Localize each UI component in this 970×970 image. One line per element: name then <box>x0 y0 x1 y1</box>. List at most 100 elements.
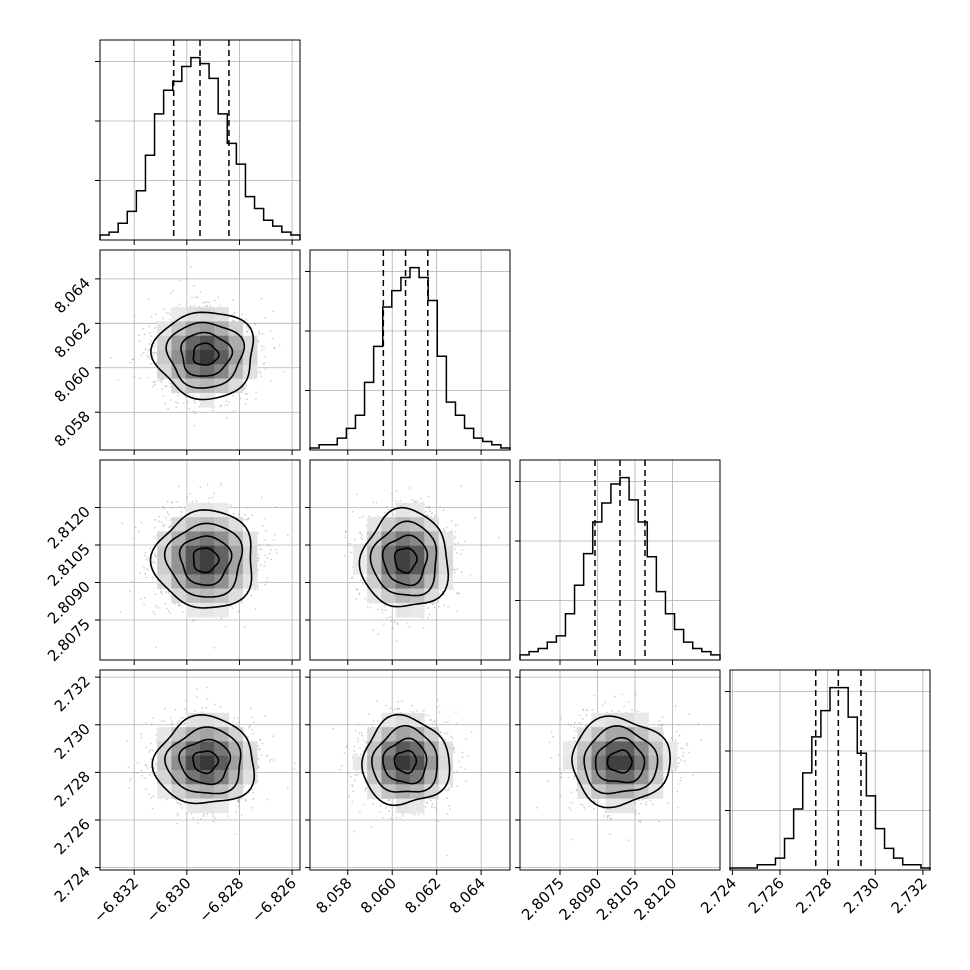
sample-point <box>257 532 259 535</box>
sample-point <box>220 404 223 407</box>
sample-point <box>446 854 449 857</box>
sample-point <box>152 354 155 357</box>
sample-point <box>209 304 212 307</box>
sample-point <box>169 716 172 719</box>
sample-point <box>427 495 430 498</box>
density-cell <box>242 364 258 379</box>
sample-point <box>352 754 355 757</box>
y-tick-label: 8.060 <box>51 363 94 406</box>
sample-point <box>393 619 396 622</box>
sample-point <box>183 722 186 725</box>
sample-point <box>385 704 388 707</box>
sample-point <box>455 711 457 714</box>
sample-point <box>349 551 352 554</box>
sample-point <box>606 816 609 819</box>
sample-point <box>152 795 155 797</box>
sample-point <box>247 736 249 739</box>
sample-point <box>154 313 157 316</box>
density-cell <box>228 364 244 379</box>
sample-point <box>362 739 365 741</box>
density-panel-3-0 <box>95 669 301 875</box>
density-cell <box>214 741 229 757</box>
density-cell <box>242 755 258 771</box>
density-cell <box>438 574 454 589</box>
axes-frame <box>519 459 721 661</box>
sample-point <box>154 593 157 596</box>
sample-point <box>165 798 168 801</box>
sample-point <box>156 379 159 382</box>
sample-point <box>428 507 430 510</box>
sample-point <box>439 506 441 508</box>
density-cell <box>634 712 649 728</box>
density-cell <box>200 574 215 589</box>
sample-point <box>375 501 378 504</box>
sample-point <box>425 714 428 716</box>
sample-point <box>585 708 588 711</box>
sample-point <box>257 757 260 760</box>
sample-point <box>355 774 358 777</box>
sample-point <box>592 807 595 810</box>
density-cell <box>185 727 201 742</box>
density-cell <box>157 755 172 771</box>
sample-point <box>263 583 266 586</box>
sample-point <box>409 487 411 489</box>
sample-point <box>677 782 680 785</box>
sample-point <box>199 486 202 489</box>
sample-point <box>364 597 367 600</box>
sample-point <box>413 500 416 502</box>
sample-point <box>245 393 248 395</box>
sample-point <box>358 517 361 519</box>
sample-point <box>232 512 235 515</box>
sample-point <box>639 821 642 824</box>
sample-point <box>178 604 181 607</box>
sample-point <box>234 833 237 835</box>
sample-point <box>608 814 611 817</box>
sample-point <box>147 376 149 379</box>
sample-point <box>638 812 640 815</box>
contour-line <box>149 509 253 609</box>
sample-point <box>439 588 442 591</box>
sample-point <box>257 585 259 588</box>
sample-point <box>175 405 178 408</box>
sample-point <box>460 766 462 769</box>
sample-point <box>618 709 620 712</box>
sample-point <box>154 537 156 540</box>
sample-point <box>456 523 459 526</box>
sample-point <box>236 716 239 719</box>
sample-point <box>130 777 132 780</box>
sample-point <box>645 803 648 806</box>
sample-point <box>213 299 216 302</box>
sample-point <box>453 537 456 540</box>
sample-point <box>144 764 147 766</box>
sample-point <box>635 809 638 812</box>
sample-point <box>568 807 571 809</box>
sample-point <box>443 529 446 532</box>
sample-point <box>194 710 196 712</box>
sample-point <box>427 616 430 619</box>
sample-point <box>192 394 195 397</box>
sample-point <box>550 757 553 759</box>
sample-point <box>144 576 147 579</box>
sample-point <box>436 699 439 702</box>
density-cell <box>200 307 215 322</box>
density-cell <box>200 378 215 394</box>
sample-point <box>182 402 185 405</box>
sample-point <box>700 738 702 741</box>
sample-point <box>452 568 455 571</box>
sample-point <box>395 640 398 642</box>
sample-point <box>233 311 236 314</box>
density-cell <box>562 741 578 757</box>
sample-point <box>237 799 240 802</box>
sample-point <box>601 704 604 707</box>
sample-point <box>680 747 682 750</box>
density-cell <box>171 335 187 351</box>
sample-point <box>393 708 396 711</box>
sample-point <box>258 738 261 741</box>
sample-point <box>683 760 686 762</box>
sample-point <box>604 811 607 813</box>
density-cell <box>381 770 397 785</box>
sample-point <box>155 361 158 364</box>
sample-point <box>358 732 361 735</box>
density-cell <box>171 307 187 322</box>
sample-point <box>211 496 214 499</box>
